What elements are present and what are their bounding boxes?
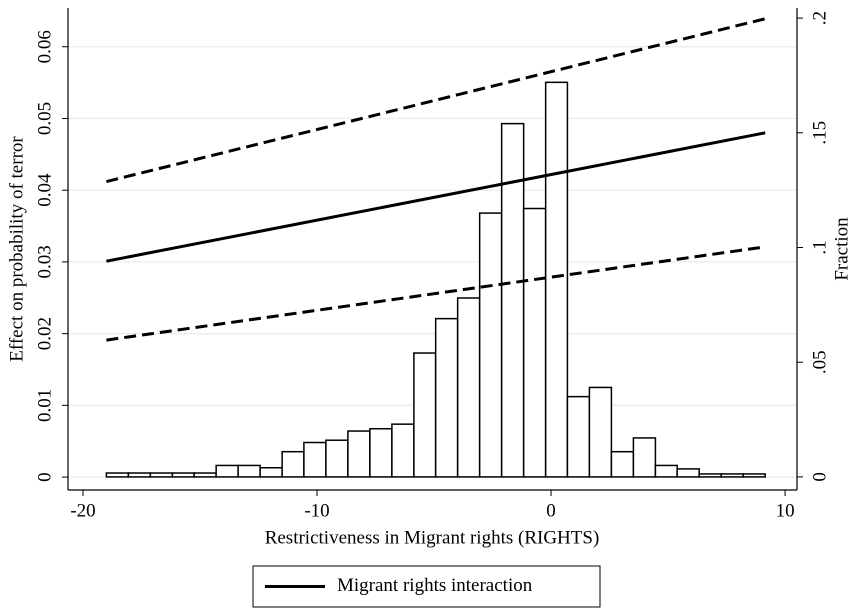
histogram-bar xyxy=(478,212,503,478)
histogram-bar xyxy=(171,472,195,478)
y2-tick-label: .15 xyxy=(809,121,830,145)
histogram-bar xyxy=(698,473,722,478)
y2-tick-label: .1 xyxy=(809,240,830,254)
ci-line xyxy=(106,245,766,342)
x-tick-label: -10 xyxy=(304,500,329,521)
y-tick-label: 0.06 xyxy=(34,30,55,63)
histogram-bar xyxy=(391,423,415,478)
histogram-bar xyxy=(237,464,261,478)
x-axis-title: Restrictiveness in Migrant rights (RIGHT… xyxy=(265,527,600,548)
x-tick-label: 10 xyxy=(776,500,795,521)
histogram-bar xyxy=(588,386,613,478)
histogram-bar xyxy=(281,450,305,478)
y2-tick-label: 0 xyxy=(809,472,830,482)
y-tick-label: 0.05 xyxy=(34,102,55,135)
y-axis-title: Effect on probability of terror xyxy=(6,136,27,362)
y2-tick-label: .05 xyxy=(809,350,830,374)
histogram-bar xyxy=(369,427,393,478)
x-tick-label: -20 xyxy=(70,500,95,521)
y-tick-label: 0.02 xyxy=(34,317,55,350)
histogram-bar xyxy=(259,466,283,478)
histogram-bar xyxy=(325,439,349,478)
ci-line xyxy=(106,17,766,184)
histogram-bar xyxy=(566,395,591,478)
y-tick-label: 0.01 xyxy=(34,389,55,422)
histogram-bar xyxy=(522,207,547,478)
histogram-bar xyxy=(215,464,239,478)
histogram-bar xyxy=(105,472,130,478)
histogram-bar xyxy=(149,472,174,478)
histogram-bar xyxy=(742,473,766,478)
effect-line xyxy=(106,131,766,263)
histogram-bar xyxy=(193,472,217,478)
histogram-bar xyxy=(127,472,152,478)
y-tick-label: 0 xyxy=(34,472,55,482)
histogram-bar xyxy=(413,352,437,478)
histogram-bar xyxy=(456,297,481,478)
y-tick-label: 0.03 xyxy=(34,245,55,278)
histogram-bar xyxy=(303,441,327,478)
legend-label: Migrant rights interaction xyxy=(337,575,533,596)
x-tick-label: 0 xyxy=(546,500,556,521)
y2-axis-title: Fraction xyxy=(831,217,852,281)
histogram-bar xyxy=(632,437,657,478)
histogram-bar xyxy=(720,473,744,478)
histogram-bar xyxy=(676,468,700,478)
y2-tick-label: .2 xyxy=(809,11,830,25)
histogram-bar xyxy=(654,464,678,478)
histogram-bar xyxy=(500,122,525,478)
histogram-bar xyxy=(610,450,635,478)
histogram-bar xyxy=(434,317,459,478)
histogram-bar xyxy=(347,430,371,478)
histogram-bar xyxy=(544,81,569,478)
y-tick-label: 0.04 xyxy=(34,173,55,207)
